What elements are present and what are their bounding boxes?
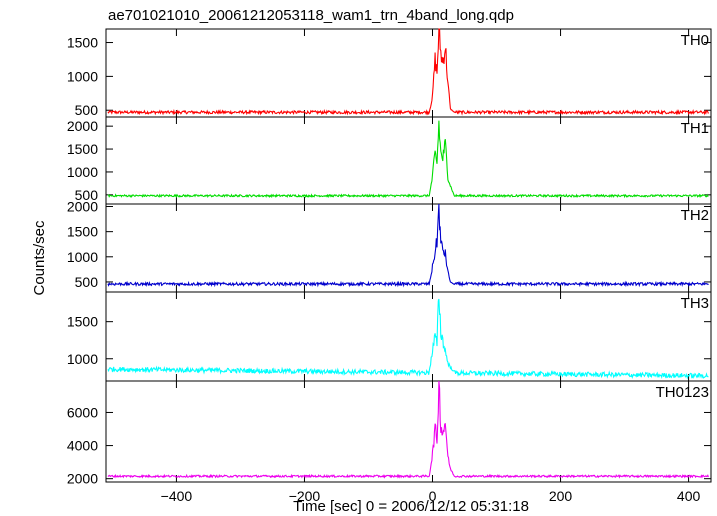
x-tick-label: −200 [289, 488, 321, 504]
y-tick-label: 500 [75, 102, 99, 118]
x-tick-label: 0 [429, 488, 437, 504]
y-tick-label: 4000 [67, 438, 98, 454]
series-label-th0: TH0 [681, 32, 709, 49]
panel-frame-th0123 [105, 380, 712, 483]
y-tick-label: 2000 [67, 471, 98, 487]
series-label-th1: TH1 [681, 120, 709, 137]
y-tick-label: 1500 [67, 224, 98, 240]
y-tick-label: 500 [75, 187, 99, 203]
series-label-th3: TH3 [681, 295, 709, 312]
y-tick-label: 1000 [67, 68, 98, 84]
series-label-th2: TH2 [681, 207, 709, 224]
series-line-th2 [107, 203, 709, 288]
y-tick-label: 1500 [67, 314, 98, 330]
x-tick-label: 200 [549, 488, 573, 504]
x-axis-label: Time [sec] 0 = 2006/12/12 05:31:18 [293, 498, 529, 515]
x-tick-label: −400 [161, 488, 193, 504]
y-tick-label: 1000 [67, 351, 98, 367]
series-line-th0123 [107, 380, 709, 479]
chart-title: ae701021010_20061212053118_wam1_trn_4ban… [108, 7, 514, 24]
y-tick-label: 2000 [67, 118, 98, 134]
y-tick-label: 1000 [67, 249, 98, 265]
y-axis-label: Counts/sec [31, 220, 48, 296]
y-tick-label: 500 [75, 274, 99, 290]
x-tick-label: 400 [677, 488, 701, 504]
series-line-th3 [107, 298, 709, 380]
y-tick-label: 2000 [67, 199, 98, 215]
y-tick-label: 1500 [67, 35, 98, 51]
series-line-th0 [107, 28, 709, 116]
y-tick-label: 1000 [67, 164, 98, 180]
y-tick-label: 1500 [67, 141, 98, 157]
y-tick-label: 6000 [67, 404, 98, 420]
series-line-th1 [107, 120, 709, 199]
series-label-th0123: TH0123 [656, 384, 709, 401]
